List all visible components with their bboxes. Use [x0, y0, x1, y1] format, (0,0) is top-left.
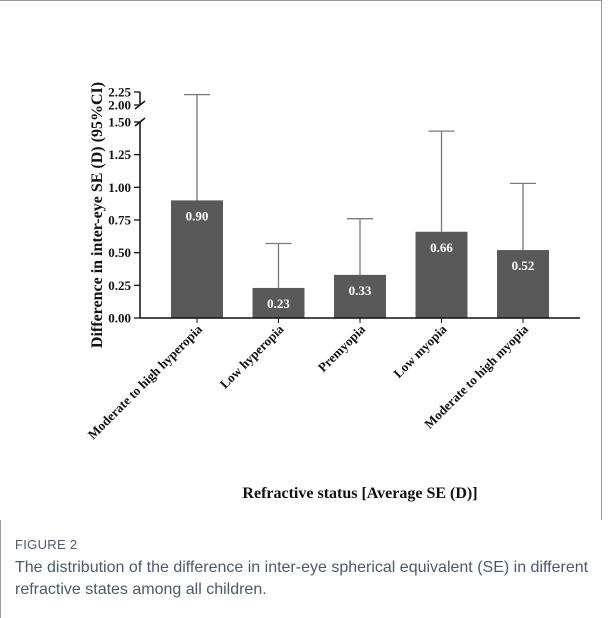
bar-chart: 0.900.230.330.660.52 Moderate to high hy…: [85, 82, 580, 502]
figure-label: FIGURE 2: [15, 537, 78, 552]
figure-caption: The distribution of the difference in in…: [15, 559, 589, 598]
y-tick-label-8: 2.25: [108, 85, 131, 100]
bar-1: [252, 287, 305, 318]
bar-0: [171, 200, 223, 318]
bar-4: [497, 250, 549, 318]
bar-3: [415, 231, 468, 318]
data-label-4: 0.52: [512, 258, 535, 273]
caption-rule: [0, 520, 1, 618]
y-tick-label-3: 0.75: [108, 212, 131, 227]
figure-frame: [0, 0, 602, 520]
data-label-0: 0.90: [186, 208, 209, 223]
x-axis-title: Refractive status [Average SE (D)]: [242, 485, 477, 502]
y-tick-label-5: 1.25: [108, 147, 131, 162]
bars-layer: 0.90 0.23 0.33 0.66 0.52: [171, 93, 549, 318]
data-label-3: 0.66: [430, 240, 453, 255]
category-label-2: Premyopia: [315, 321, 369, 375]
y-tick-label-2: 0.50: [108, 245, 131, 260]
category-label-3: Low myopia: [390, 321, 450, 381]
y-tick-label-7: 2.00: [108, 98, 131, 113]
y-tick-label-6: 1.50: [108, 114, 131, 129]
data-label-2: 0.33: [349, 283, 372, 298]
category-label-1: Low hyperopia: [217, 321, 287, 391]
y-tick-label-0: 0.00: [108, 311, 131, 326]
y-tick-label-4: 1.00: [108, 180, 131, 195]
bar-2: [334, 274, 386, 318]
y-tick-label-1: 0.25: [108, 278, 131, 293]
data-label-1: 0.23: [267, 296, 290, 311]
y-axis-title: Difference in inter-eye SE (D) (95%CI): [89, 82, 106, 348]
